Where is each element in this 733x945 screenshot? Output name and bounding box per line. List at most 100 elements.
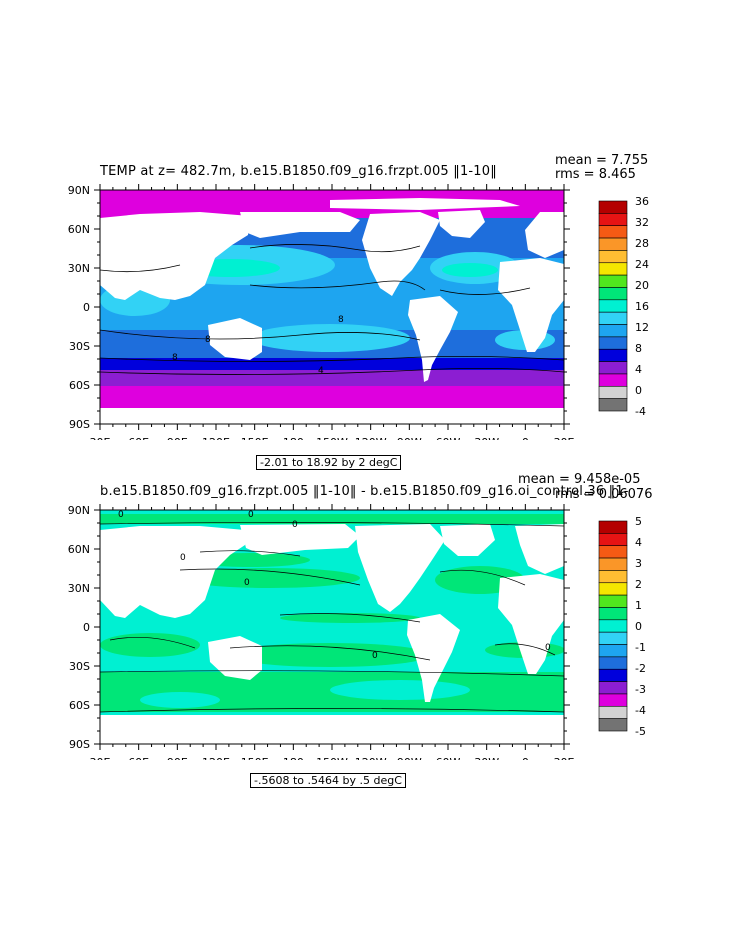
colorbar-label: 16: [635, 300, 649, 313]
colorbar-label: -1: [635, 641, 646, 654]
x-tick-label: 90E: [167, 756, 188, 760]
panel1-contour-label: 8: [205, 335, 211, 345]
p2-epac: [280, 613, 420, 623]
panel2-range-label: -.5608 to .5464 by .5 degC: [250, 773, 406, 788]
panel1-map: 8 8 4 8 30E 60E 90E 120E 150E 180 150W 120W 90W 6…: [68, 184, 575, 440]
colorbar-swatch: [598, 656, 628, 670]
colorbar-label: 5: [635, 515, 642, 528]
y-tick-label: 90S: [69, 418, 90, 431]
panel1-rms: rms = 8.465: [555, 167, 636, 182]
panel2-title: b.e15.B1850.f09_g16.frzpt.005 ‖1-10‖ - b…: [100, 484, 629, 499]
land-samerica: [407, 614, 460, 702]
panel2-contour-label: 0: [372, 651, 378, 661]
x-tick-label: 0: [522, 436, 529, 440]
y-tick-label: 30S: [69, 340, 90, 353]
panel1-range-label: -2.01 to 18.92 by 2 degC: [256, 455, 402, 470]
colorbar-swatch: [598, 262, 628, 276]
panel2-contour-label: 0: [292, 520, 298, 530]
panel2-rms: rms = 0.06076: [555, 487, 653, 502]
colorbar-swatch: [598, 533, 628, 547]
x-tick-label: 120E: [202, 756, 230, 760]
x-tick-label: 150E: [241, 756, 269, 760]
colorbar-swatch: [598, 557, 628, 571]
panel2-axes: 30E 60E 90E 120E 150E 180 150W 120W 90W 60W 30W 0 30…: [68, 504, 575, 760]
colorbar-swatch: [598, 274, 628, 288]
band-acc2: [100, 370, 564, 386]
panel1-contour-label: 8: [338, 315, 344, 325]
y-tick-label: 30N: [68, 262, 90, 275]
x-tick-label: 150E: [241, 436, 269, 440]
colorbar-swatch: [598, 668, 628, 682]
colorbar-label: 3: [635, 557, 642, 570]
colorbar-swatch: [598, 594, 628, 608]
panel2-map: 0 0 0 0 0 0 0 30E 60E 90E 120E 150E 180 150W 12…: [68, 504, 575, 760]
panel1-axes: 30E 60E 90E 120E 150E 180 150W 120W 90W 60W 30W 0 30…: [68, 184, 575, 440]
p2-south-c2: [140, 692, 220, 708]
land-greenland: [440, 524, 495, 556]
land-africa: [498, 258, 564, 352]
x-tick-label: 150W: [316, 436, 348, 440]
colorbar-swatch: [598, 681, 628, 695]
panel2-contour-label: 0: [118, 510, 124, 520]
colorbar-swatch: [598, 299, 628, 313]
colorbar-label: -2: [635, 662, 646, 675]
colorbar-swatch: [598, 385, 628, 399]
band-south: [100, 386, 564, 408]
p2-arctic: [100, 514, 564, 524]
colorbar-label: 0: [635, 620, 642, 633]
colorbar-swatch: [598, 311, 628, 325]
x-tick-label: 90E: [167, 436, 188, 440]
colorbar-swatch: [598, 619, 628, 633]
colorbar-swatch: [598, 250, 628, 264]
land-samerica: [408, 296, 458, 382]
x-tick-label: 180: [283, 436, 304, 440]
colorbar-swatch: [598, 607, 628, 621]
colorbar-label: 8: [635, 342, 642, 355]
panel2-land: [100, 524, 564, 744]
colorbar-swatch: [598, 545, 628, 559]
x-tick-label: 30E: [554, 436, 575, 440]
panel1-contour-label: 8: [172, 353, 178, 363]
colorbar-swatch: [598, 225, 628, 239]
land-eurasia: [100, 212, 250, 300]
y-tick-label: 30N: [68, 582, 90, 595]
p2-spac: [230, 643, 430, 667]
colorbar-swatch: [598, 361, 628, 375]
panel2-contours: [100, 522, 564, 713]
x-tick-label: 0: [522, 756, 529, 760]
panel1-colorbar: 36 32 28 24 20 16 12 8 4 0 -4: [598, 195, 649, 418]
panel2-contour-label: 0: [248, 510, 254, 520]
panel1-land: [100, 198, 564, 424]
p2-south-c: [330, 680, 470, 700]
x-tick-label: 180: [283, 756, 304, 760]
land-asia-north: [240, 212, 360, 238]
y-tick-label: 90S: [69, 738, 90, 751]
colorbar-label: 4: [635, 363, 642, 376]
land-namerica: [362, 212, 440, 296]
gyre-spac: [250, 324, 410, 352]
y-tick-label: 60N: [68, 223, 90, 236]
colorbar-label: 2: [635, 578, 642, 591]
colorbar-swatch: [598, 213, 628, 227]
panel2-contour-label: 0: [545, 643, 551, 653]
colorbar-swatch: [598, 237, 628, 251]
x-tick-label: 30W: [474, 756, 499, 760]
colorbar-swatch: [598, 631, 628, 645]
x-tick-label: 60E: [128, 756, 149, 760]
x-tick-label: 90W: [397, 436, 422, 440]
land-greenland: [438, 210, 485, 238]
colorbar-label: -3: [635, 683, 646, 696]
panel1-title: TEMP at z= 482.7m, b.e15.B1850.f09_g16.f…: [100, 164, 497, 179]
y-tick-label: 90N: [68, 184, 90, 197]
colorbar-swatch: [598, 287, 628, 301]
land-namerica: [355, 524, 445, 612]
p2-ind: [100, 633, 200, 657]
colorbar-label: 4: [635, 536, 642, 549]
x-tick-label: 60W: [436, 756, 461, 760]
y-tick-label: 60N: [68, 543, 90, 556]
colorbar-swatch: [598, 348, 628, 362]
colorbar-label: 12: [635, 321, 649, 334]
land-eurasia: [100, 526, 245, 618]
x-tick-label: 30E: [90, 756, 111, 760]
land-antarctica: [100, 715, 564, 744]
